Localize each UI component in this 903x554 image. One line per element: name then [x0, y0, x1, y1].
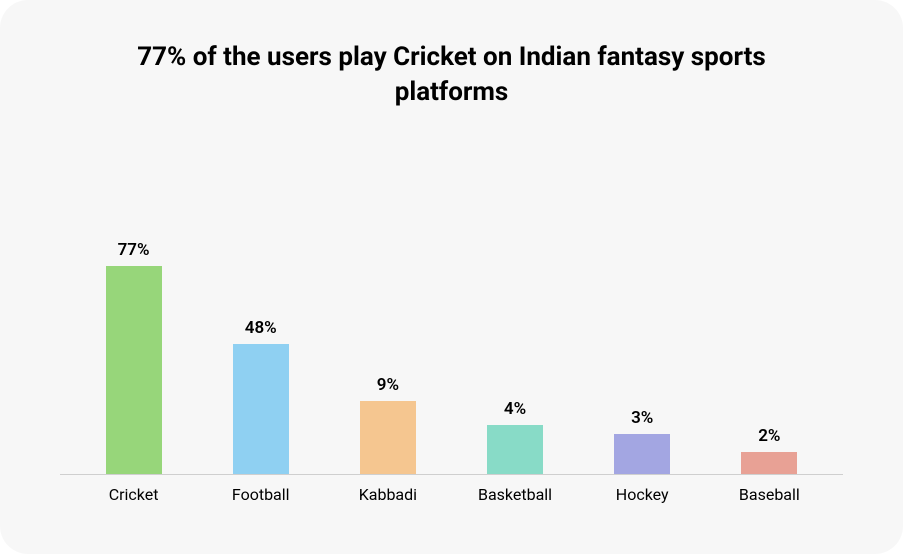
bar [487, 425, 543, 474]
bar-value-label: 4% [504, 399, 526, 419]
bar-value-label: 2% [758, 426, 780, 446]
bar [233, 344, 289, 474]
bar-column: 2% [714, 426, 824, 474]
chart-area: 77% 48% 9% 4% 3% 2% Cricket Football Kabbadi Bas… [60, 155, 843, 504]
bar-column: 9% [333, 375, 443, 474]
bar [106, 266, 162, 474]
chart-card: 77% of the users play Cricket on Indian … [0, 0, 903, 554]
bar-value-label: 9% [377, 375, 399, 395]
category-label: Basketball [460, 485, 570, 504]
category-label: Hockey [587, 485, 697, 504]
category-label: Football [206, 485, 316, 504]
bar [614, 434, 670, 475]
bar-column: 4% [460, 399, 570, 474]
category-label: Kabbadi [333, 485, 443, 504]
bar-column: 48% [206, 318, 316, 474]
bar-column: 77% [79, 240, 189, 474]
bar-value-label: 3% [631, 408, 653, 428]
category-label: Baseball [714, 485, 824, 504]
bar [741, 452, 797, 474]
bar-value-label: 48% [245, 318, 277, 338]
bar-value-label: 77% [118, 240, 150, 260]
category-labels-row: Cricket Football Kabbadi Basketball Hockey Ba… [60, 475, 843, 504]
chart-title: 77% of the users play Cricket on Indian … [60, 40, 843, 110]
category-label: Cricket [79, 485, 189, 504]
bars-row: 77% 48% 9% 4% 3% 2% [60, 155, 843, 475]
bar-column: 3% [587, 408, 697, 475]
bar [360, 401, 416, 474]
